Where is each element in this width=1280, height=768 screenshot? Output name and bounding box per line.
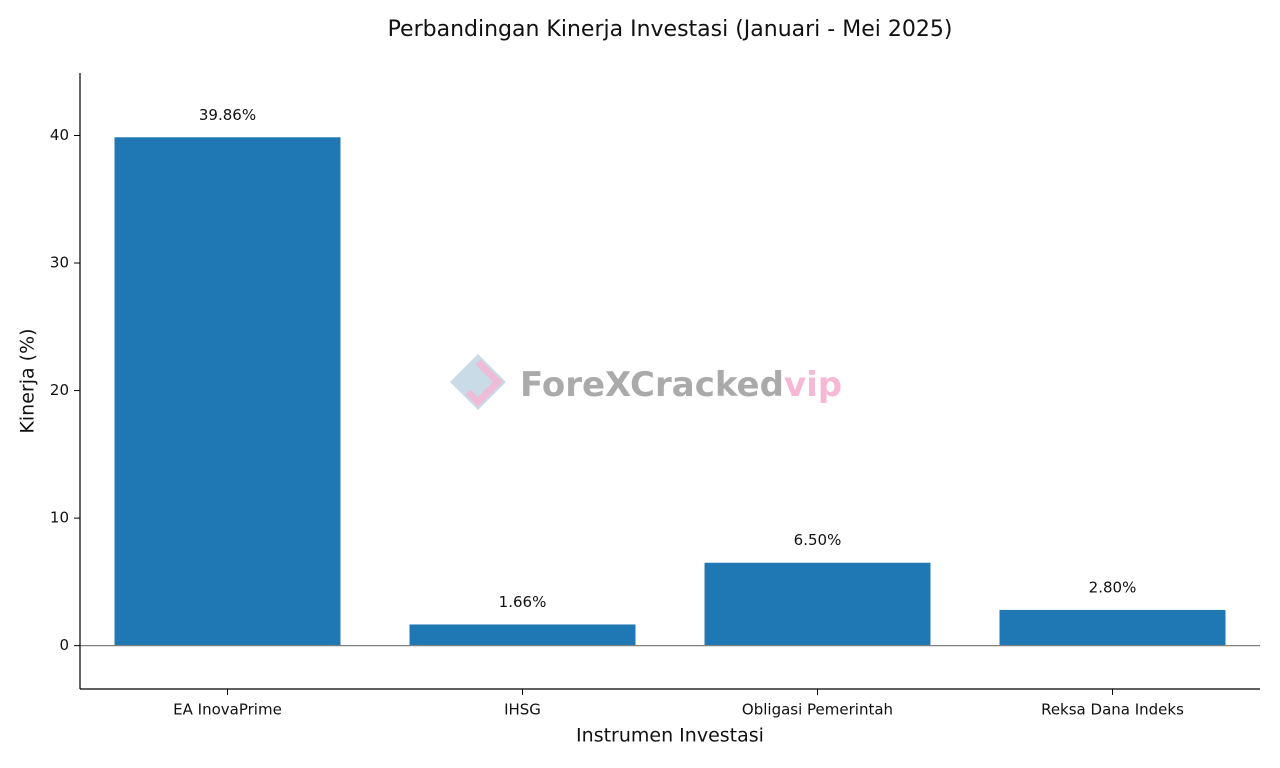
y-tick-label: 0 (59, 636, 69, 654)
y-tick-label: 40 (50, 126, 69, 144)
bar (409, 624, 636, 646)
bar (704, 562, 931, 646)
value-label: 6.50% (794, 531, 842, 549)
value-label: 1.66% (499, 593, 547, 611)
bar (999, 609, 1226, 646)
y-tick-label: 30 (50, 254, 69, 272)
plot-area: 0 10 20 30 40 EA InovaPrime 39.86% IHSG 1.66% Obl… (50, 106, 1260, 719)
x-axis-label: Instrumen Investasi (576, 725, 764, 747)
watermark: ForeXCrackedvip (450, 354, 842, 410)
chart-title: Perbandingan Kinerja Investasi (Januari … (388, 17, 953, 42)
x-tick-label: IHSG (504, 701, 541, 719)
y-tick-label: 10 (50, 509, 69, 527)
value-label: 2.80% (1089, 578, 1137, 596)
bar (114, 137, 341, 646)
x-tick-label: Obligasi Pemerintah (742, 701, 893, 719)
watermark-suffix: vip (784, 365, 842, 405)
value-label: 39.86% (199, 106, 256, 124)
y-tick-label: 20 (50, 381, 69, 399)
watermark-main: ForeXCracked (520, 365, 784, 405)
watermark-text: ForeXCrackedvip (520, 365, 842, 405)
x-tick-label: EA InovaPrime (173, 701, 282, 719)
watermark-icon (465, 359, 503, 407)
x-tick-label: Reksa Dana Indeks (1041, 701, 1184, 719)
y-axis-label: Kinerja (%) (17, 328, 39, 433)
watermark-icon (450, 354, 506, 410)
